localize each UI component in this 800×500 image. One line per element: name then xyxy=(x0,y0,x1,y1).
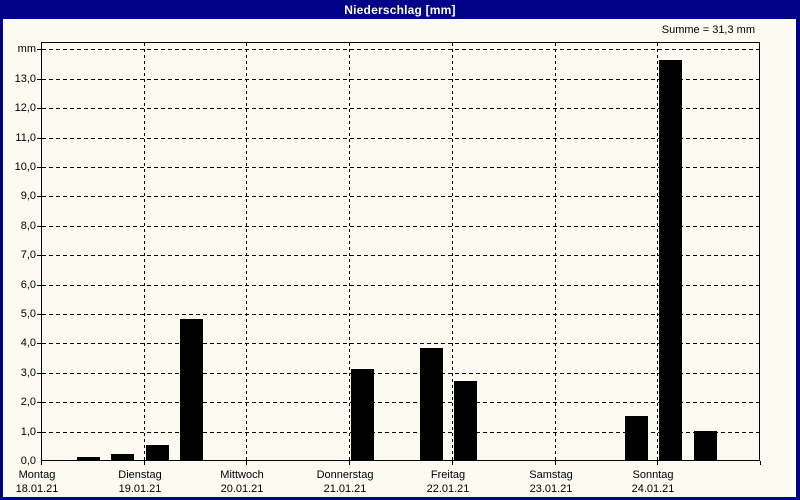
day-date-label: 21.01.21 xyxy=(323,483,367,495)
precipitation-bar xyxy=(625,416,648,460)
y-axis-tick xyxy=(37,343,41,344)
y-axis-tick xyxy=(37,402,41,403)
day-date-label: 20.01.21 xyxy=(220,483,264,495)
day-date-label: 19.01.21 xyxy=(118,483,162,495)
day-date-label: 24.01.21 xyxy=(631,483,675,495)
h-gridline xyxy=(42,138,759,139)
y-axis-tick xyxy=(37,108,41,109)
x-axis-tick xyxy=(246,461,247,465)
h-gridline xyxy=(42,167,759,168)
x-axis-tick xyxy=(555,461,556,465)
h-gridline xyxy=(42,196,759,197)
plot-frame xyxy=(41,42,760,461)
x-axis-tick xyxy=(144,461,145,465)
v-gridline xyxy=(349,43,350,460)
y-tick-label: 6,0 xyxy=(20,279,36,291)
v-gridline xyxy=(246,43,247,460)
v-gridline xyxy=(144,43,145,460)
day-name-label: Freitag xyxy=(430,469,466,481)
x-axis-tick xyxy=(452,461,453,465)
h-gridline xyxy=(42,49,759,50)
chart-title: Niederschlag [mm] xyxy=(344,2,456,17)
precipitation-bar xyxy=(77,457,100,460)
precipitation-bar xyxy=(454,381,477,460)
y-tick-label: 5,0 xyxy=(20,308,36,320)
y-axis-tick xyxy=(37,79,41,80)
x-axis-tick xyxy=(657,461,658,465)
v-gridline xyxy=(555,43,556,460)
y-tick-label: 9,0 xyxy=(20,190,36,202)
y-axis-tick xyxy=(37,49,41,50)
precipitation-bar xyxy=(351,369,374,460)
h-gridline xyxy=(42,285,759,286)
y-axis-tick xyxy=(37,226,41,227)
h-gridline xyxy=(42,343,759,344)
h-gridline xyxy=(42,108,759,109)
y-axis-tick xyxy=(37,138,41,139)
day-date-label: 22.01.21 xyxy=(426,483,470,495)
precipitation-bar xyxy=(694,431,717,460)
day-name-label: Sonntag xyxy=(632,469,674,481)
y-axis-tick xyxy=(37,255,41,256)
y-tick-label: 2,0 xyxy=(20,396,36,408)
precipitation-bar xyxy=(659,60,682,460)
y-tick-label: 12,0 xyxy=(14,102,36,114)
y-tick-label: 8,0 xyxy=(20,220,36,232)
y-axis-tick xyxy=(37,432,41,433)
y-tick-label: 13,0 xyxy=(14,73,36,85)
title-bar: Niederschlag [mm] xyxy=(0,0,800,19)
day-name-label: Donnerstag xyxy=(316,469,374,481)
v-gridline xyxy=(657,43,658,460)
y-tick-label: 3,0 xyxy=(20,367,36,379)
day-date-label: 23.01.21 xyxy=(529,483,573,495)
y-tick-label: 10,0 xyxy=(14,161,36,173)
y-axis-tick xyxy=(37,373,41,374)
day-name-label: Samstag xyxy=(529,469,573,481)
precipitation-bar xyxy=(420,348,443,460)
precipitation-bar xyxy=(180,319,203,460)
h-gridline xyxy=(42,432,759,433)
y-axis-unit-label: mm xyxy=(17,43,36,55)
y-tick-label: 1,0 xyxy=(20,426,36,438)
y-tick-label: 4,0 xyxy=(20,337,36,349)
y-axis-tick xyxy=(37,285,41,286)
y-axis-tick xyxy=(37,196,41,197)
x-axis-tick xyxy=(760,461,761,465)
y-axis-tick xyxy=(37,167,41,168)
sum-label: Summe = 31,3 mm xyxy=(661,24,755,36)
y-tick-label: 7,0 xyxy=(20,249,36,261)
day-name-label: Montag xyxy=(18,469,56,481)
x-axis-tick xyxy=(349,461,350,465)
h-gridline xyxy=(42,373,759,374)
h-gridline xyxy=(42,79,759,80)
h-gridline xyxy=(42,255,759,256)
day-name-label: Mittwoch xyxy=(220,469,264,481)
day-name-label: Dienstag xyxy=(118,469,162,481)
precipitation-bar xyxy=(111,454,134,460)
y-axis-tick xyxy=(37,314,41,315)
h-gridline xyxy=(42,226,759,227)
x-axis-tick xyxy=(41,461,42,465)
y-tick-label: 11,0 xyxy=(15,132,36,144)
v-gridline xyxy=(452,43,453,460)
h-gridline xyxy=(42,314,759,315)
precipitation-bar xyxy=(146,445,169,460)
y-tick-label: 0,0 xyxy=(20,455,36,467)
h-gridline xyxy=(42,402,759,403)
day-date-label: 18.01.21 xyxy=(15,483,59,495)
